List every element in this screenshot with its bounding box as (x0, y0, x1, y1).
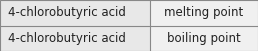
Text: 4-chlorobutyric acid: 4-chlorobutyric acid (8, 6, 126, 19)
Text: boiling point: boiling point (167, 32, 241, 45)
Bar (0, 26, 150, 51)
Bar (150, 0, 258, 26)
Bar (150, 26, 258, 51)
Text: 4-chlorobutyric acid: 4-chlorobutyric acid (8, 32, 126, 45)
Text: melting point: melting point (164, 6, 244, 19)
Bar (0, 0, 150, 26)
